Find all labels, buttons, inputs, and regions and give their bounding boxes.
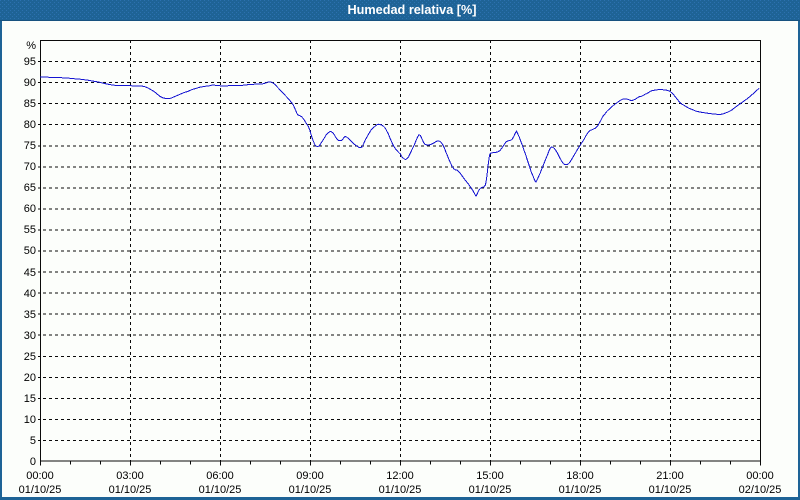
svg-text:40: 40	[24, 288, 36, 300]
svg-text:01/10/25: 01/10/25	[289, 484, 332, 496]
svg-text:%: %	[26, 40, 36, 52]
svg-text:0: 0	[30, 456, 36, 468]
svg-text:45: 45	[24, 267, 36, 279]
svg-text:20: 20	[24, 372, 36, 384]
svg-text:30: 30	[24, 330, 36, 342]
svg-text:10: 10	[24, 414, 36, 426]
svg-text:01/10/25: 01/10/25	[469, 484, 512, 496]
svg-text:70: 70	[24, 161, 36, 173]
svg-text:01/10/25: 01/10/25	[649, 484, 692, 496]
svg-text:01/10/25: 01/10/25	[109, 484, 152, 496]
svg-text:01/10/25: 01/10/25	[379, 484, 422, 496]
svg-text:35: 35	[24, 309, 36, 321]
svg-text:01/10/25: 01/10/25	[199, 484, 242, 496]
svg-text:60: 60	[24, 203, 36, 215]
svg-text:09:00: 09:00	[296, 470, 324, 482]
svg-text:65: 65	[24, 182, 36, 194]
svg-text:15:00: 15:00	[476, 470, 504, 482]
svg-text:15: 15	[24, 393, 36, 405]
svg-text:95: 95	[24, 56, 36, 68]
svg-text:21:00: 21:00	[656, 470, 684, 482]
svg-text:75: 75	[24, 140, 36, 152]
svg-text:18:00: 18:00	[566, 470, 594, 482]
svg-text:03:00: 03:00	[116, 470, 144, 482]
svg-text:00:00: 00:00	[746, 470, 774, 482]
svg-text:00:00: 00:00	[26, 470, 54, 482]
svg-text:90: 90	[24, 77, 36, 89]
svg-text:06:00: 06:00	[206, 470, 234, 482]
svg-text:85: 85	[24, 98, 36, 110]
svg-text:50: 50	[24, 245, 36, 257]
svg-text:02/10/25: 02/10/25	[739, 484, 782, 496]
svg-text:25: 25	[24, 351, 36, 363]
svg-text:55: 55	[24, 224, 36, 236]
svg-text:5: 5	[30, 435, 36, 447]
svg-text:80: 80	[24, 119, 36, 131]
svg-text:01/10/25: 01/10/25	[19, 484, 62, 496]
svg-text:12:00: 12:00	[386, 470, 414, 482]
svg-text:01/10/25: 01/10/25	[559, 484, 602, 496]
